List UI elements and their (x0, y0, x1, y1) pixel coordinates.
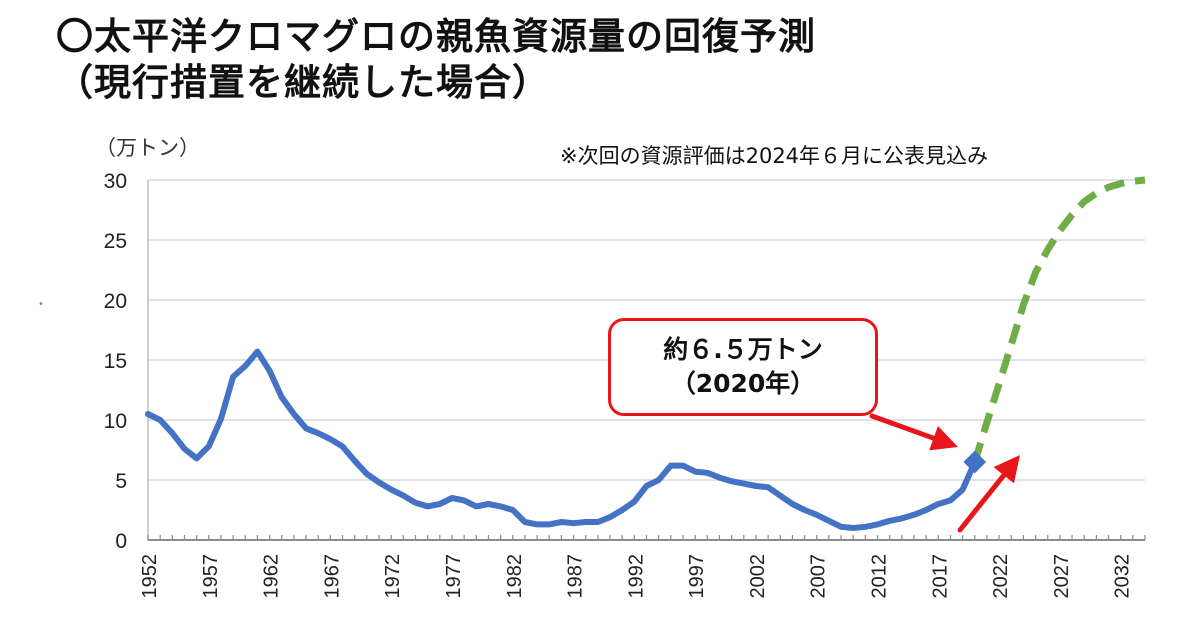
x-tick-label: 1977 (443, 554, 465, 599)
x-tick-label: 1972 (382, 554, 404, 599)
arrow-head (993, 455, 1020, 484)
y-tick-label: 5 (115, 470, 127, 493)
x-tick-label: 2012 (869, 554, 891, 599)
stray-dot: • (38, 299, 44, 310)
y-unit-label: （万トン） (95, 136, 200, 160)
x-tick-label: 2032 (1112, 554, 1134, 599)
callout-arrow (869, 413, 958, 451)
x-tick-label: 1952 (139, 554, 161, 599)
y-tick-label: 25 (104, 230, 127, 253)
projection-series-line (971, 176, 1146, 464)
x-tick-label: 1992 (625, 554, 647, 599)
callout-year: （2020年） (670, 369, 816, 398)
latest-point-marker (963, 450, 987, 474)
x-tick-label: 2017 (929, 554, 951, 599)
x-tick-label: 2002 (747, 554, 769, 599)
title-line-1: 〇太平洋クロマグロの親魚資源量の回復予測 (56, 15, 816, 58)
chart-title: 〇太平洋クロマグロの親魚資源量の回復予測 （現行措置を継続した場合） (56, 14, 816, 106)
x-tick-label: 1962 (261, 554, 283, 599)
y-tick-label: 15 (104, 350, 127, 373)
value-callout: 約６.５万トン （2020年） (608, 318, 878, 416)
x-tick-label: 1967 (321, 554, 343, 599)
y-tick-label: 30 (104, 170, 127, 193)
x-tick-label: 2027 (1051, 554, 1073, 599)
callout-value: 約６.５万トン (663, 335, 823, 364)
x-tick-label: 2022 (990, 554, 1012, 599)
x-tick-label: 2007 (808, 554, 830, 599)
arrow-shaft (869, 413, 937, 441)
assessment-note: ※次回の資源評価は2024年６月に公表見込み (560, 144, 989, 168)
y-tick-label: 0 (115, 530, 127, 553)
trend-arrow (957, 455, 1020, 533)
y-tick-label: 10 (104, 410, 127, 433)
x-tick-label: 1987 (565, 554, 587, 599)
x-tick-label: 1997 (686, 554, 708, 599)
x-tick-label: 1957 (200, 554, 222, 599)
y-tick-label: 20 (104, 290, 127, 313)
arrow-shaft (957, 472, 1007, 533)
title-line-2: （現行措置を継続した場合） (56, 61, 550, 104)
x-tick-label: 1982 (504, 554, 526, 599)
historical-series-line (145, 348, 978, 531)
arrow-head (929, 425, 958, 451)
